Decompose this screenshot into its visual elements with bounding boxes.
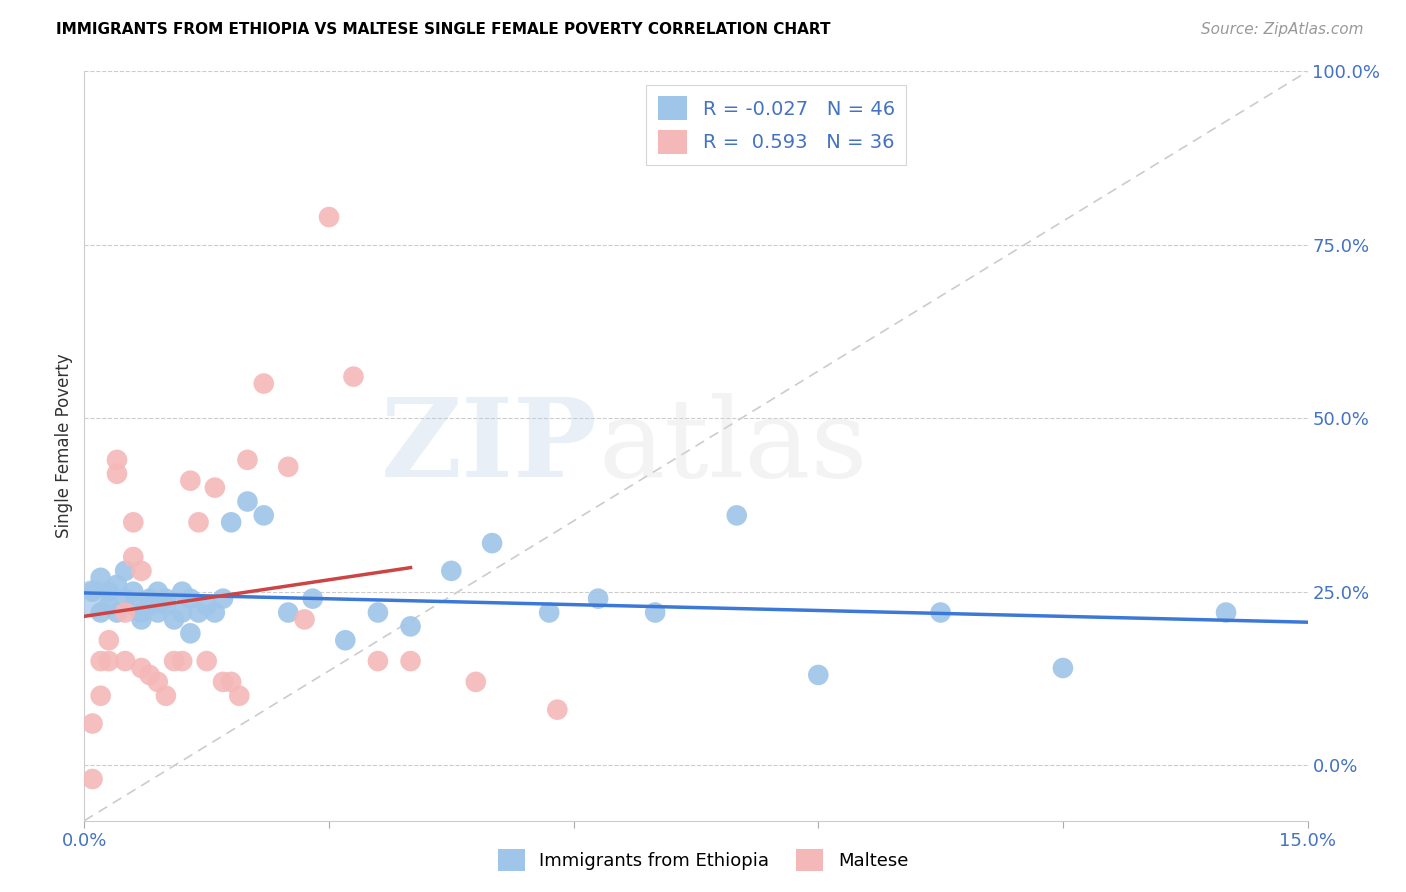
Point: [228, 689, 250, 703]
Point: [146, 584, 169, 599]
Point: [131, 661, 153, 675]
Point: [97, 584, 120, 599]
Point: [929, 606, 952, 620]
Point: [131, 564, 153, 578]
Point: [105, 467, 128, 481]
Point: [163, 612, 186, 626]
Point: [399, 654, 422, 668]
Point: [90, 654, 112, 668]
Point: [105, 453, 128, 467]
Point: [122, 584, 145, 599]
Point: [807, 668, 830, 682]
Point: [131, 612, 153, 626]
Point: [367, 654, 389, 668]
Point: [105, 578, 128, 592]
Point: [301, 591, 323, 606]
Point: [253, 376, 276, 391]
Point: [464, 674, 486, 689]
Point: [122, 549, 145, 564]
Point: [538, 606, 561, 620]
Text: Source: ZipAtlas.com: Source: ZipAtlas.com: [1201, 22, 1364, 37]
Point: [546, 703, 568, 717]
Point: [82, 584, 104, 599]
Point: [1052, 661, 1074, 675]
Point: [179, 591, 201, 606]
Point: [277, 459, 299, 474]
Point: [204, 481, 226, 495]
Point: [105, 606, 128, 620]
Point: [146, 674, 169, 689]
Point: [236, 453, 259, 467]
Point: [114, 606, 136, 620]
Point: [253, 508, 276, 523]
Point: [179, 474, 201, 488]
Point: [97, 599, 120, 613]
Point: [367, 606, 389, 620]
Point: [138, 668, 160, 682]
Point: [114, 591, 136, 606]
Point: [122, 516, 145, 530]
Point: [586, 591, 609, 606]
Point: [114, 654, 136, 668]
Point: [335, 633, 357, 648]
Legend: Immigrants from Ethiopia, Maltese: Immigrants from Ethiopia, Maltese: [491, 842, 915, 879]
Point: [644, 606, 666, 620]
Text: IMMIGRANTS FROM ETHIOPIA VS MALTESE SINGLE FEMALE POVERTY CORRELATION CHART: IMMIGRANTS FROM ETHIOPIA VS MALTESE SING…: [56, 22, 831, 37]
Text: ZIP: ZIP: [381, 392, 598, 500]
Point: [114, 564, 136, 578]
Point: [294, 612, 316, 626]
Point: [212, 591, 235, 606]
Point: [212, 674, 235, 689]
Point: [146, 606, 169, 620]
Point: [179, 626, 201, 640]
Point: [82, 716, 104, 731]
Point: [155, 689, 177, 703]
Point: [342, 369, 364, 384]
Point: [90, 606, 112, 620]
Y-axis label: Single Female Poverty: Single Female Poverty: [55, 354, 73, 538]
Point: [82, 591, 104, 606]
Point: [481, 536, 503, 550]
Point: [122, 599, 145, 613]
Point: [138, 591, 160, 606]
Point: [204, 606, 226, 620]
Point: [172, 654, 194, 668]
Point: [195, 599, 218, 613]
Point: [138, 599, 160, 613]
Point: [90, 689, 112, 703]
Point: [97, 633, 120, 648]
Point: [163, 654, 186, 668]
Point: [131, 606, 153, 620]
Point: [187, 606, 209, 620]
Point: [399, 619, 422, 633]
Point: [187, 516, 209, 530]
Point: [155, 591, 177, 606]
Point: [219, 516, 242, 530]
Point: [82, 772, 104, 786]
Point: [90, 571, 112, 585]
Point: [318, 210, 340, 224]
Text: atlas: atlas: [598, 392, 868, 500]
Point: [172, 606, 194, 620]
Point: [97, 654, 120, 668]
Point: [155, 599, 177, 613]
Legend: R = -0.027   N = 46, R =  0.593   N = 36: R = -0.027 N = 46, R = 0.593 N = 36: [647, 85, 907, 165]
Point: [236, 494, 259, 508]
Point: [725, 508, 748, 523]
Point: [219, 674, 242, 689]
Point: [172, 584, 194, 599]
Point: [1215, 606, 1237, 620]
Point: [277, 606, 299, 620]
Point: [195, 654, 218, 668]
Point: [440, 564, 463, 578]
